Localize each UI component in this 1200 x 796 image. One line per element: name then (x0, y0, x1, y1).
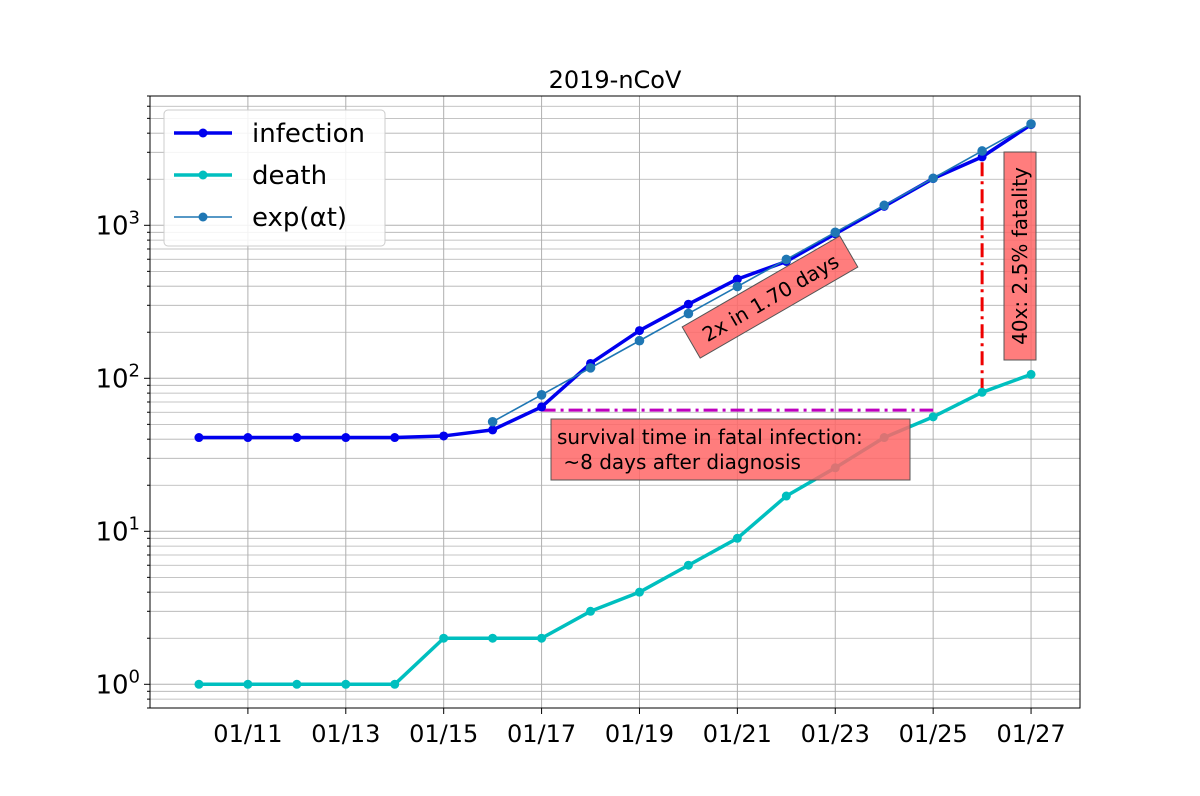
data-point (341, 433, 351, 443)
legend-label: death (252, 161, 327, 191)
x-axis: 01/11 01/13 01/15 01/17 01/19 01/21 01/23 01/25… (213, 708, 1066, 748)
legend: infection death exp(αt) (163, 109, 386, 247)
legend-swatch-marker (198, 128, 208, 138)
annotation-box (681, 235, 859, 359)
x-tick-label: 01/15 (409, 720, 478, 748)
data-point (732, 533, 742, 543)
legend-label: exp(αt) (252, 203, 347, 233)
x-tick-label: 01/23 (801, 720, 870, 748)
data-point (439, 431, 449, 441)
data-point (487, 416, 498, 427)
data-point (537, 633, 547, 643)
data-point (536, 390, 547, 400)
legend-frame (163, 109, 386, 247)
annotation-text: survival time in fatal infection: (557, 425, 863, 449)
data-point (585, 363, 596, 373)
data-point (830, 227, 841, 238)
data-point (586, 606, 596, 616)
data-point (243, 433, 253, 443)
legend-item-1: death (174, 161, 327, 191)
data-point (634, 326, 644, 336)
annotation-layer: 2x in 1.70 days survival time in fatal in… (550, 151, 1037, 481)
x-tick-label: 01/19 (605, 720, 674, 748)
annotation-doubling: 2x in 1.70 days (681, 235, 859, 359)
x-tick-label: 01/17 (507, 720, 576, 748)
data-point (683, 299, 693, 309)
annotation-survival: survival time in fatal infection: ~8 day… (550, 418, 911, 481)
chart-title: 2019-nCoV (549, 66, 682, 94)
data-point (1026, 369, 1036, 379)
x-tick-label: 01/25 (899, 720, 968, 748)
x-tick-label: 01/27 (996, 720, 1065, 748)
data-point (488, 425, 498, 435)
data-point (488, 633, 498, 643)
data-point (341, 679, 351, 689)
y-tick-label: 102 (95, 360, 140, 394)
data-point (292, 433, 302, 443)
data-point (390, 433, 400, 443)
annotation-box (1003, 151, 1037, 361)
data-point (781, 491, 791, 501)
data-point (683, 308, 694, 319)
data-point (292, 679, 302, 689)
data-point (732, 281, 743, 292)
data-point (683, 560, 693, 570)
legend-label: infection (252, 119, 365, 149)
series-1 (194, 369, 1036, 689)
data-point (194, 433, 204, 443)
data-point (977, 387, 987, 397)
y-tick-label: 103 (95, 207, 140, 241)
annotation-text: 40x: 2.5% fatality (1008, 167, 1032, 345)
data-point (439, 633, 449, 643)
data-point (634, 587, 644, 597)
data-point (390, 679, 400, 689)
legend-swatch-marker (198, 212, 208, 222)
data-point (537, 402, 547, 412)
legend-item-0: infection (174, 119, 365, 149)
legend-swatch-marker (198, 170, 208, 180)
x-tick-label: 01/13 (311, 720, 380, 748)
annotation-fatality: 40x: 2.5% fatality (1003, 151, 1037, 361)
data-point (1026, 119, 1036, 129)
data-point (732, 274, 742, 284)
series-2 (487, 119, 1036, 427)
data-point (243, 679, 253, 689)
annotation-text: ~8 days after diagnosis (557, 450, 801, 474)
x-tick-label: 01/11 (213, 720, 282, 748)
y-axis: 100 101 102 103 (95, 95, 150, 709)
series-line (492, 123, 1032, 423)
data-point (977, 146, 987, 156)
data-point (879, 200, 890, 211)
legend-item-2: exp(αt) (174, 203, 347, 233)
x-tick-label: 01/21 (703, 720, 772, 748)
data-point (781, 254, 792, 265)
y-tick-label: 101 (95, 513, 140, 547)
y-tick-label: 100 (95, 666, 140, 700)
data-point (928, 412, 938, 422)
data-point (194, 679, 204, 689)
annotation-box (550, 418, 911, 481)
data-point (928, 173, 938, 184)
data-point (634, 335, 645, 346)
